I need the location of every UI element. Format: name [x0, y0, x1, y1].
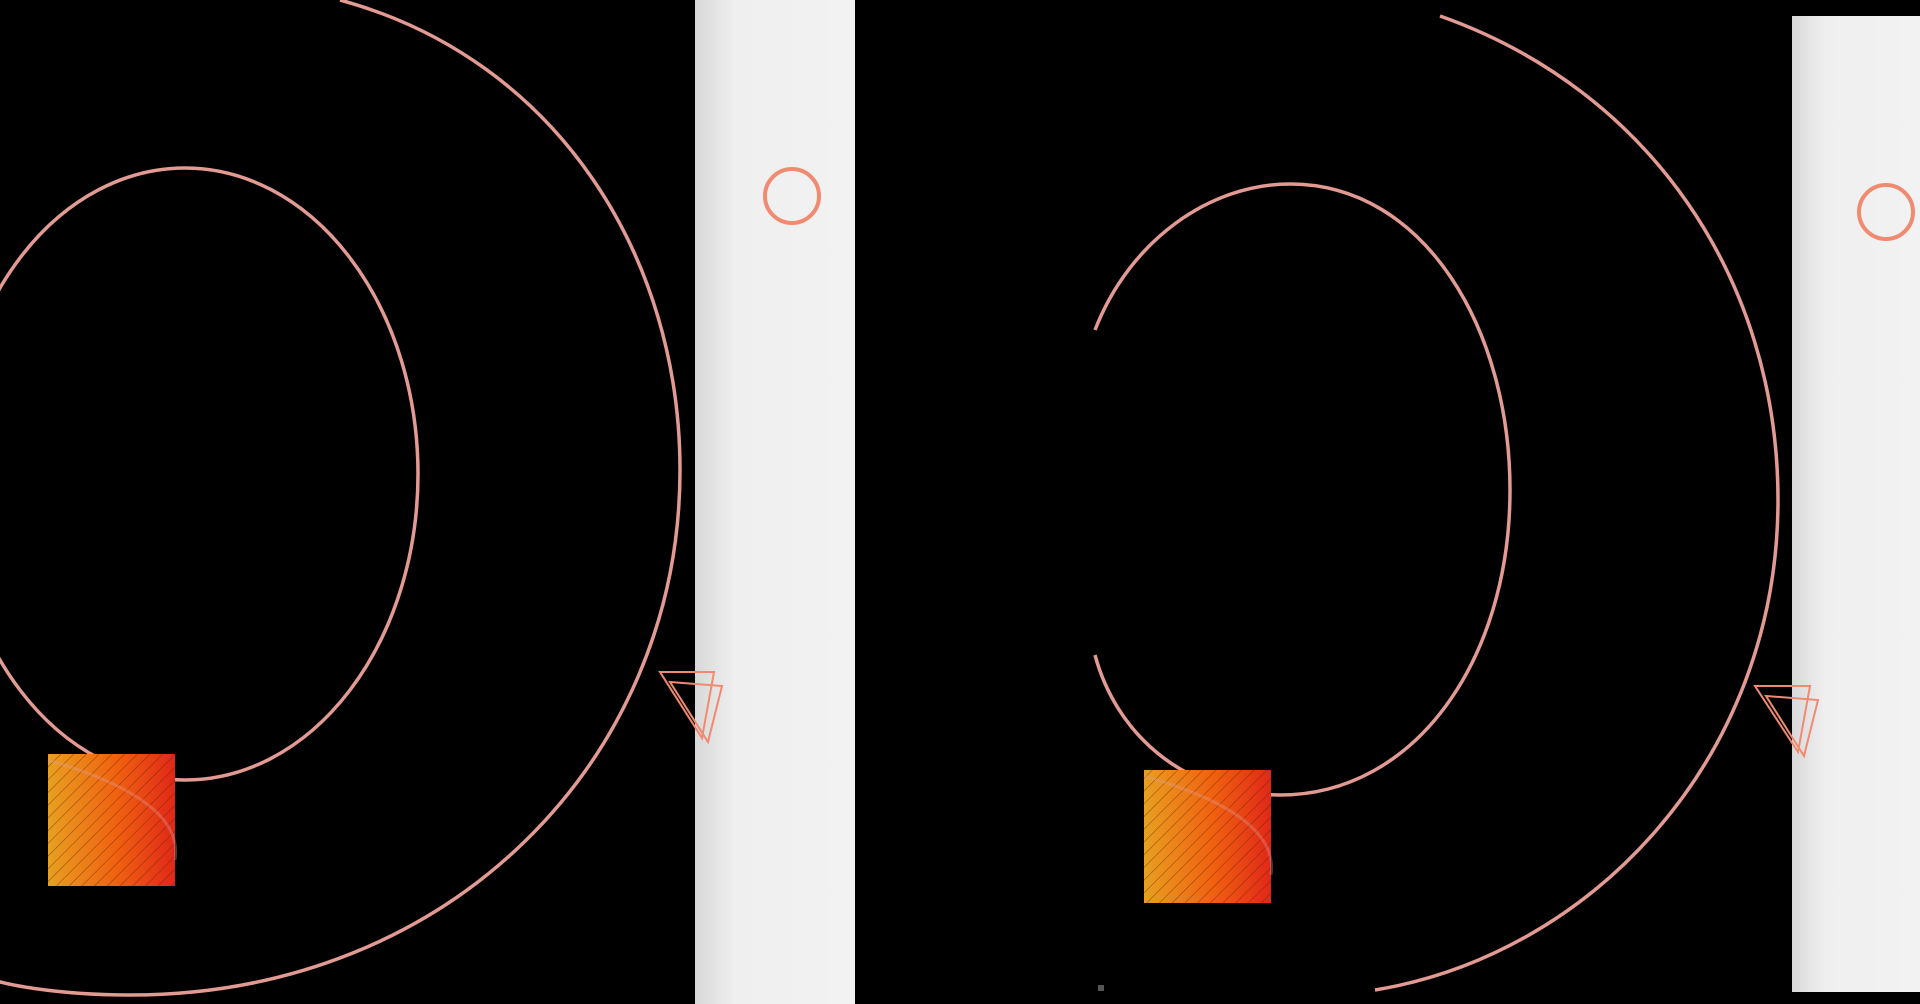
left-side-bar [695, 0, 855, 1004]
left-inner-ring [0, 166, 420, 782]
left-outer-ring [0, 0, 682, 997]
right-triangle-icon [1753, 685, 1820, 759]
panel-divider [855, 0, 858, 1004]
left-triangle-icon [658, 671, 724, 745]
right-outer-ring [1374, 14, 1780, 992]
left-small-circle-icon [763, 167, 821, 225]
left-panel [0, 0, 855, 1004]
right-small-circle-icon [1857, 183, 1915, 241]
right-side-bar [1792, 16, 1920, 992]
right-inner-ring [1093, 182, 1512, 797]
right-panel [1093, 14, 1920, 992]
